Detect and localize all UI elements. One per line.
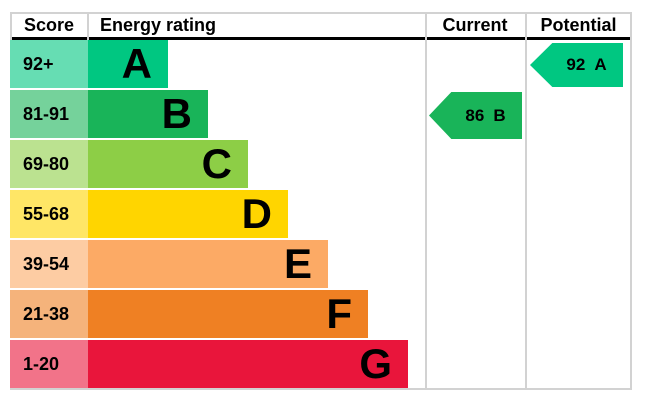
band-score-label: 39-54 (23, 253, 70, 274)
band-score-cell: 1-20 (10, 340, 88, 388)
band-letter: F (326, 290, 352, 337)
band-letter: B (161, 90, 192, 137)
band-score-cell: 69-80 (10, 140, 88, 188)
band-bar: G (88, 340, 408, 388)
band-row: 92+ A (10, 40, 632, 90)
potential-score-value: 92 (566, 55, 586, 74)
band-score-cell: 55-68 (10, 190, 88, 238)
band-row: 1-20 G (10, 340, 632, 390)
band-letter: D (241, 190, 272, 237)
band-bar: B (88, 90, 208, 138)
table-right-border (630, 12, 632, 390)
band-score-cell: 21-38 (10, 290, 88, 338)
band-row: 21-38 F (10, 290, 632, 340)
band-bar: F (88, 290, 368, 338)
band-score-cell: 39-54 (10, 240, 88, 288)
potential-column-divider (525, 12, 527, 390)
band-letter: G (359, 340, 392, 387)
epc-table: Score Energy rating Current Potential 92… (10, 12, 632, 390)
band-letter: C (201, 140, 232, 187)
band-score-label: 55-68 (23, 203, 70, 224)
band-row: 81-91 B (10, 90, 632, 140)
band-letter: E (283, 240, 312, 287)
band-row: 69-80 C (10, 140, 632, 190)
header-score-label: Score (23, 15, 75, 35)
header-potential-label: Potential (540, 15, 617, 35)
header-left-border (10, 12, 12, 40)
band-score-cell: 92+ (10, 40, 88, 88)
table-bottom-border (10, 388, 632, 390)
epc-header-row: Score Energy rating Current Potential (10, 12, 632, 40)
current-letter: B (493, 105, 506, 125)
current-column-divider (425, 12, 427, 390)
score-column-divider (87, 12, 89, 40)
band-score-label: 81-91 (23, 103, 70, 124)
band-score-label: 92+ (23, 53, 54, 74)
band-bar: C (88, 140, 248, 188)
band-score-cell: 81-91 (10, 90, 88, 138)
header-current-label: Current (442, 15, 508, 35)
band-bar: D (88, 190, 288, 238)
band-bar: E (88, 240, 328, 288)
band-bar: A (88, 40, 168, 88)
band-letter: A (121, 40, 152, 87)
band-score-label: 69-80 (23, 153, 70, 174)
potential-letter: A (594, 55, 607, 74)
band-row: 55-68 D (10, 190, 632, 240)
current-score-value: 86 (465, 105, 485, 125)
header-energy-rating-label: Energy rating (100, 15, 217, 35)
band-score-label: 21-38 (23, 303, 70, 324)
band-score-label: 1-20 (23, 353, 60, 374)
epc-bands: 92+ A 81-91 B 69-80 C (10, 40, 632, 390)
potential-arrow: 92 A (530, 43, 623, 87)
current-arrow: 86 B (429, 92, 522, 139)
band-row: 39-54 E (10, 240, 632, 290)
